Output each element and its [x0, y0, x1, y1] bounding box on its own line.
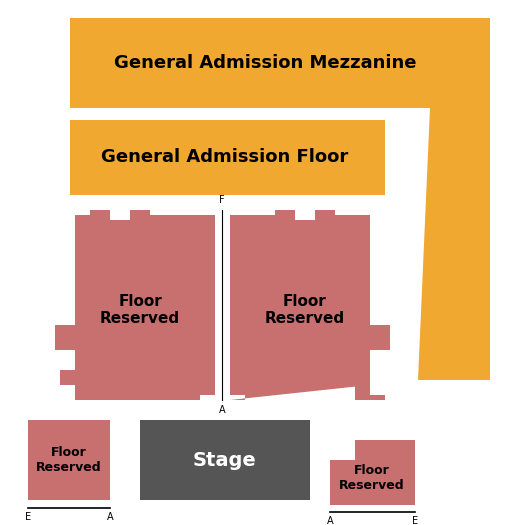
Polygon shape	[28, 420, 110, 500]
Polygon shape	[70, 18, 490, 108]
Polygon shape	[70, 120, 385, 195]
Text: General Admission Mezzanine: General Admission Mezzanine	[114, 54, 416, 72]
Polygon shape	[230, 210, 390, 400]
Text: F: F	[219, 195, 225, 205]
Text: A: A	[107, 512, 113, 522]
Text: E: E	[25, 512, 31, 522]
Text: A: A	[219, 405, 225, 415]
Text: Floor
Reserved: Floor Reserved	[100, 294, 180, 326]
Text: General Admission Floor: General Admission Floor	[101, 148, 349, 166]
Text: Floor
Reserved: Floor Reserved	[265, 294, 345, 326]
Polygon shape	[70, 18, 490, 380]
Text: Stage: Stage	[193, 450, 257, 469]
Text: A: A	[327, 516, 333, 525]
Polygon shape	[55, 210, 215, 400]
Text: Floor
Reserved: Floor Reserved	[36, 446, 102, 474]
Text: Floor
Reserved: Floor Reserved	[339, 464, 405, 492]
Text: E: E	[412, 516, 418, 525]
Polygon shape	[140, 420, 310, 500]
Polygon shape	[330, 440, 415, 505]
